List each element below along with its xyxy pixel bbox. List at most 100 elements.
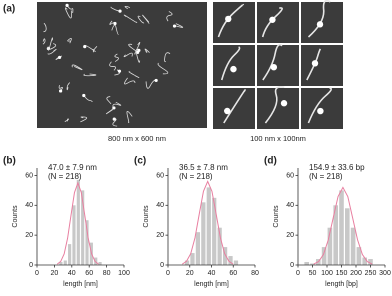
y-tick-label: 0 <box>29 262 33 269</box>
x-tick-label: 0 <box>166 270 170 277</box>
annotation: 154.9 ± 33.6 bp <box>309 163 365 172</box>
dna-strand <box>128 71 140 79</box>
dna-strand <box>137 15 145 24</box>
protein-dot <box>112 106 116 110</box>
bar <box>72 205 76 265</box>
x-tick-label: 40 <box>208 270 216 277</box>
bar <box>195 232 201 265</box>
afm-zoom-image <box>213 45 255 86</box>
protein-dot <box>113 21 117 26</box>
dna-strand <box>71 64 83 71</box>
protein-dot <box>172 24 177 28</box>
dna-strand <box>164 52 171 63</box>
dna-strand <box>123 52 133 58</box>
y-tick-label: 0 <box>290 262 294 269</box>
fit-curve <box>181 180 234 265</box>
bar <box>350 227 356 265</box>
dna-strand <box>307 0 331 38</box>
protein-dot <box>224 107 231 115</box>
image-caption: 800 nm x 600 nm <box>108 134 166 143</box>
y-tick-label: 60 <box>25 172 33 179</box>
x-tick-label: 300 <box>379 270 391 277</box>
afm-large-image <box>37 2 207 128</box>
dna-strand <box>67 37 72 44</box>
x-axis-label: length [bp] <box>325 281 358 288</box>
bar <box>333 205 338 265</box>
fit-curve <box>56 181 99 265</box>
protein-dot <box>59 89 63 93</box>
protein-dot <box>311 60 319 67</box>
afm-zoom-image <box>213 2 255 43</box>
y-tick-label: 20 <box>25 232 33 239</box>
bar <box>94 257 98 265</box>
dna-strand <box>42 38 46 45</box>
protein-dot <box>316 21 324 28</box>
dna-strand <box>43 22 47 33</box>
panel-label: (c) <box>134 156 146 167</box>
bar <box>212 197 217 265</box>
bar <box>206 187 211 265</box>
x-tick-label: 20 <box>186 270 194 277</box>
y-tick-label: 60 <box>156 172 164 179</box>
dna-strand <box>114 53 119 62</box>
protein-dot <box>83 45 87 49</box>
bar <box>362 257 367 265</box>
dna-strand <box>123 14 138 23</box>
dna-strand <box>262 43 283 81</box>
x-tick-label: 60 <box>229 270 237 277</box>
x-tick-label: 200 <box>350 270 362 277</box>
panel-label: (d) <box>264 156 277 167</box>
dna-strand <box>134 42 141 55</box>
y-axis-label: Counts <box>143 205 150 228</box>
x-tick-label: 20 <box>51 270 59 277</box>
dna-strand <box>80 116 88 123</box>
afm-zoom-image <box>213 88 255 129</box>
dna-strand <box>58 85 63 92</box>
annotation: (N = 218) <box>48 172 82 181</box>
protein-dot <box>230 65 237 73</box>
annotation: (N = 218) <box>179 172 213 181</box>
bar <box>59 262 63 265</box>
dna-strand <box>135 48 141 63</box>
dna-strand <box>264 86 285 124</box>
bar <box>356 247 362 265</box>
bar <box>327 227 333 265</box>
fit-curve <box>313 186 373 265</box>
y-tick-label: 60 <box>286 172 294 179</box>
dna-strand <box>220 46 241 81</box>
y-tick-label: 20 <box>156 232 164 239</box>
dna-strand <box>157 62 169 75</box>
x-axis-label: length [nm] <box>63 281 98 288</box>
y-tick-label: 0 <box>160 262 164 269</box>
protein-dot <box>317 107 324 115</box>
x-tick-label: 0 <box>296 270 300 277</box>
dna-strand <box>92 46 98 53</box>
bar <box>201 202 206 265</box>
protein-dot <box>112 117 116 121</box>
dna-strand <box>66 5 74 14</box>
dna-strand <box>142 14 150 25</box>
panel-label: (a) <box>3 4 15 15</box>
image-caption: 100 nm x 100nm <box>250 134 306 143</box>
protein-dot <box>154 78 158 83</box>
bar <box>85 220 89 265</box>
x-tick-label: 40 <box>68 270 76 277</box>
y-axis-label: Counts <box>273 205 280 228</box>
dna-strand <box>112 101 122 107</box>
protein-dot <box>280 100 288 107</box>
bar <box>184 260 190 265</box>
bar <box>76 179 80 265</box>
afm-zoom-image <box>257 88 299 129</box>
bar <box>68 244 72 265</box>
y-tick-label: 40 <box>156 202 164 209</box>
protein-dot <box>118 9 122 13</box>
dna-strand <box>166 11 173 22</box>
protein-dot <box>57 55 62 60</box>
protein-dot <box>82 93 86 98</box>
x-tick-label: 150 <box>336 270 348 277</box>
dna-strand <box>109 61 116 71</box>
bar <box>98 262 102 265</box>
bar <box>345 208 350 265</box>
